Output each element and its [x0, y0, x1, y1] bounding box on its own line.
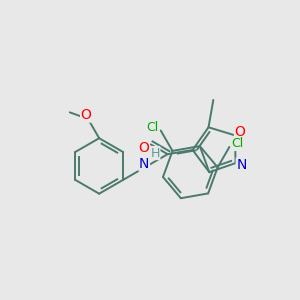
Text: O: O [138, 141, 149, 155]
Text: N: N [236, 158, 247, 172]
Text: O: O [81, 108, 92, 122]
Text: N: N [139, 157, 149, 171]
Text: O: O [235, 125, 245, 140]
Text: Cl: Cl [231, 137, 244, 150]
Text: H: H [151, 147, 160, 160]
Text: Cl: Cl [147, 121, 159, 134]
